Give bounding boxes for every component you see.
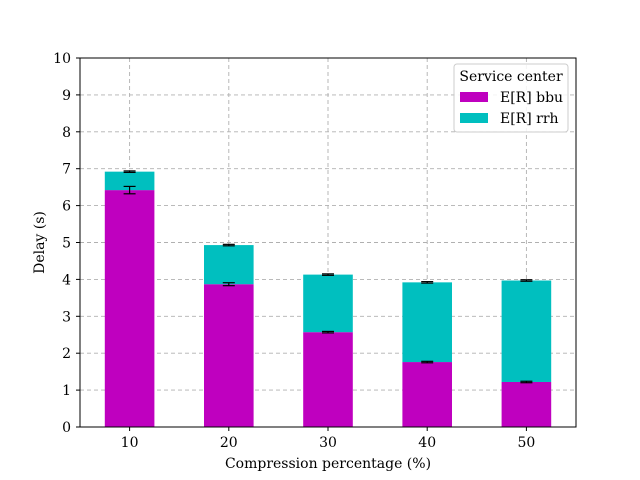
y-tick-label: 8 [62,125,71,141]
bar-bbu-10 [104,190,155,427]
bars [104,171,552,427]
x-axis-label: Compression percentage (%) [225,456,431,472]
y-axis-label: Delay (s) [32,211,48,274]
bar-rrh-50 [501,280,552,382]
y-tick-label: 10 [53,51,71,67]
y-tick-label: 9 [62,88,71,104]
bar-rrh-20 [204,245,254,285]
legend-swatch-bbu [460,92,488,102]
legend-label-rrh: E[R] rrh [500,111,559,127]
bar-bbu-40 [402,362,452,427]
y-tick-label: 4 [62,272,71,288]
legend-label-bbu: E[R] bbu [500,90,563,106]
x-tick-label: 40 [418,435,436,451]
bar-bbu-20 [204,284,254,427]
x-tick-label: 10 [121,435,139,451]
bar-rrh-30 [303,274,353,333]
y-tick-label: 7 [62,162,71,178]
y-tick-label: 3 [62,309,71,325]
x-tick-label: 50 [517,435,535,451]
bar-bbu-50 [501,381,552,427]
legend-title: Service center [459,69,563,85]
x-tick-label: 20 [220,435,238,451]
bar-rrh-10 [104,171,155,191]
bar-bbu-30 [303,332,353,427]
y-tick-label: 6 [62,199,71,215]
bar-rrh-40 [402,282,452,363]
y-tick-label: 5 [62,236,71,252]
y-axis-ticks: 0 1 2 3 4 5 6 7 8 9 10 [53,51,80,436]
legend: Service center E[R] bbu E[R] rrh [453,63,569,133]
y-tick-label: 0 [62,420,71,436]
error-bars [123,170,533,384]
x-axis-ticks: 10 20 30 40 50 [121,427,535,451]
legend-swatch-rrh [460,113,488,123]
y-tick-label: 1 [62,383,71,399]
x-tick-label: 30 [319,435,337,451]
y-tick-label: 2 [62,346,71,362]
